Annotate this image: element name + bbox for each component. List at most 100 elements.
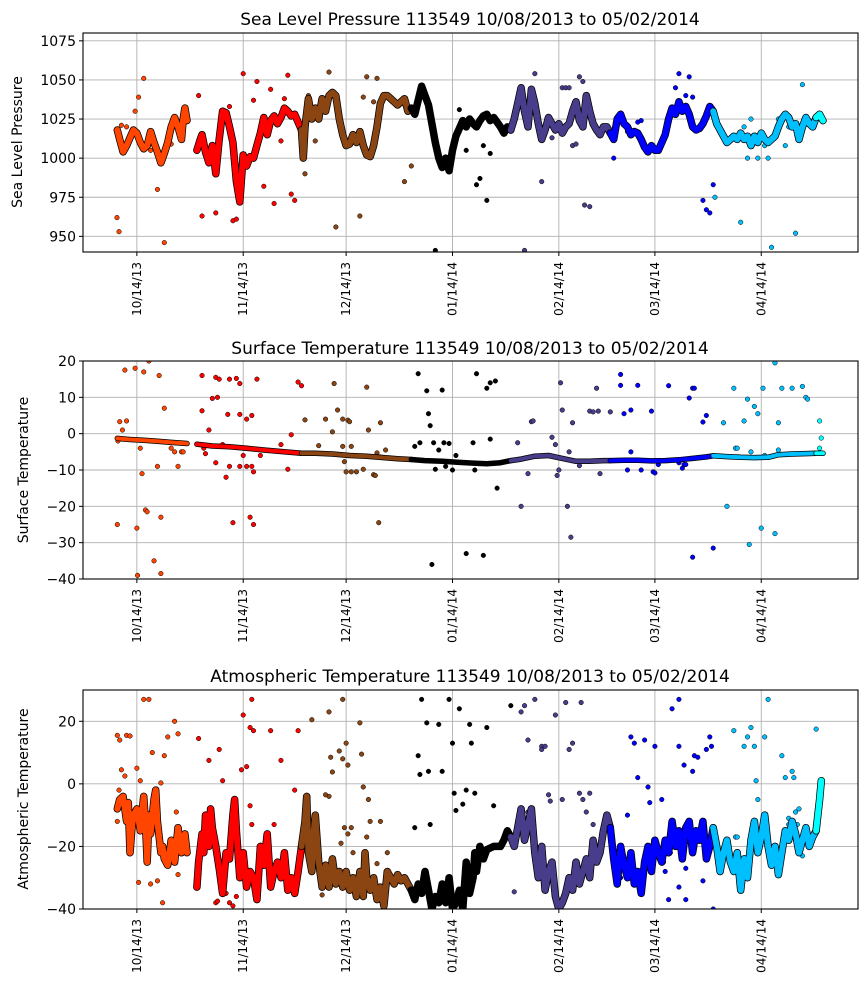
outlier-point [154,463,160,469]
chart-title: Sea Level Pressure 113549 10/08/2013 to … [240,10,699,30]
outlier-point [472,790,478,796]
outlier-point [348,443,354,449]
outlier-point [233,893,239,900]
outlier-point [326,69,332,75]
trace-segment-saddlebrown [298,89,415,162]
outlier-point [590,409,596,415]
outlier-point [463,787,469,793]
outlier-point [707,734,713,740]
outlier-point [199,213,205,219]
outlier-point [449,467,456,473]
outlier-point [345,831,351,837]
outlier-point [624,812,631,818]
outlier-point [233,375,239,381]
outlier-point [635,382,641,388]
outlier-point [703,412,709,419]
outlier-point [755,155,761,161]
outlier-point [710,182,716,188]
trace-segment-cyan [813,777,825,834]
y-axis-label: Sea Level Pressure [10,76,26,208]
outlier-point [799,383,805,389]
outlier-point [137,778,143,784]
outlier-point [484,197,490,203]
outlier-point [233,216,239,222]
outlier-point [412,825,418,831]
x-tick-label: 01/14/14 [445,262,459,316]
y-tick-label: −40 [46,902,76,918]
outlier-point [676,696,682,702]
outlier-point [618,371,624,377]
outlier-point [573,141,579,147]
outlier-point [124,124,130,130]
outlier-point [473,182,480,188]
trace-segment-saddlebrown [298,793,415,909]
outlier-point [453,452,459,459]
outlier-point [158,780,164,786]
outlier-point [753,778,759,784]
outlier-point [254,376,260,382]
outlier-point [772,531,778,537]
outlier-point [477,175,483,182]
outlier-point [261,183,267,189]
outlier-point [141,696,147,702]
outlier-point [151,558,157,564]
outlier-point [329,429,335,435]
outlier-point [751,403,757,409]
outlier-point [119,427,126,433]
outlier-point [436,721,442,727]
outlier-point [295,728,301,734]
y-tick-label: −10 [46,463,76,479]
outlier-point [703,207,709,213]
outlier-point [288,432,294,438]
outlier-point [659,796,665,803]
outlier-point [710,906,716,909]
outlier-point [446,696,452,702]
outlier-point [762,734,768,740]
outlier-point [681,762,687,768]
chart-title: Surface Temperature 113549 10/08/2013 to… [231,339,708,359]
outlier-point [628,407,634,413]
outlier-point [226,103,233,110]
outlier-point [451,790,457,796]
x-tick-label: 10/14/13 [130,262,144,316]
outlier-point [772,361,778,366]
outlier-point [782,143,788,149]
outlier-point [549,434,555,440]
outlier-point [343,469,349,475]
outlier-point [340,696,346,702]
y-tick-label: 10 [58,390,76,406]
outlier-point [676,743,682,749]
outlier-point [467,721,473,727]
x-tick-label: 04/14/14 [754,919,768,973]
trace-segment-deepskyblue [710,812,820,894]
outlier-point [559,796,565,803]
outlier-point [292,787,298,793]
outlier-point [364,384,370,390]
trace-segment-red [194,442,304,456]
outlier-point [298,383,305,389]
y-tick-label: −20 [46,499,76,515]
outlier-point [748,724,754,731]
outlier-point [779,753,785,759]
outlier-point [431,440,437,446]
outlier-point [683,93,689,99]
x-tick-label: 10/14/13 [130,919,144,973]
outlier-point [348,469,354,475]
outlier-point [731,728,737,734]
outlier-point [683,865,689,871]
outlier-point [744,734,751,740]
outlier-point [244,463,250,469]
outlier-point [175,731,181,737]
y-tick-label: 1050 [40,73,76,89]
axes-frame [82,689,859,910]
outlier-point [118,122,124,128]
outlier-point [424,388,430,394]
outlier-point [374,861,380,867]
outlier-point [415,753,421,759]
outlier-point [271,200,277,207]
outlier-point [348,825,354,831]
outlier-point [199,372,205,379]
outlier-point [281,96,287,102]
outlier-point [249,696,255,702]
